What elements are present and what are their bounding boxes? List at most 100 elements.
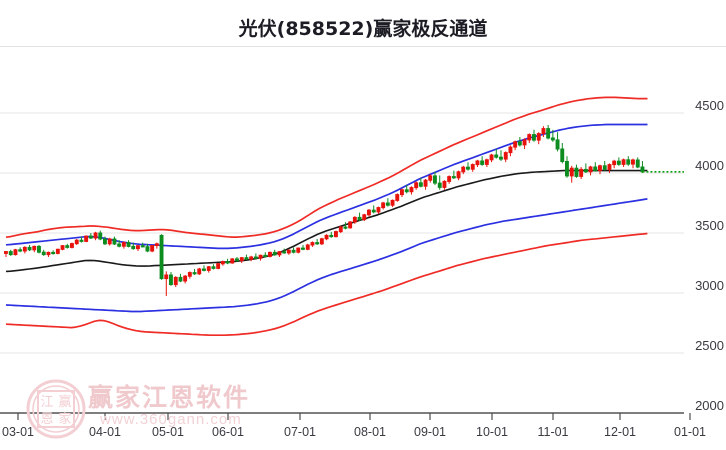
candle: [616, 160, 621, 165]
candle: [536, 133, 541, 141]
series-outer_lower_band: [5, 232, 648, 337]
x-axis-tick-label: 07-01: [284, 425, 316, 439]
candle: [428, 175, 433, 181]
x-axis-tick-label: 03-01: [2, 425, 34, 439]
candle: [381, 202, 386, 209]
candle: [560, 148, 565, 162]
candle: [187, 272, 192, 277]
candle: [352, 216, 357, 223]
candle: [348, 221, 353, 229]
candle: [145, 246, 150, 252]
candle: [98, 232, 103, 240]
candle: [480, 160, 485, 165]
candle: [310, 242, 315, 246]
candle: [211, 266, 216, 269]
x-axis-tick-label: 01-01: [674, 425, 706, 439]
candle: [315, 242, 320, 245]
y-axis-tick-label: 3500: [695, 218, 724, 233]
candle: [475, 160, 480, 166]
candle: [159, 234, 164, 280]
candle: [334, 231, 338, 238]
candle: [220, 261, 225, 265]
candle: [319, 238, 324, 245]
y-axis-tick-label: 2000: [695, 398, 724, 413]
candle: [367, 209, 371, 216]
candle: [489, 154, 494, 161]
candle: [291, 249, 296, 253]
x-axis-tick-label: 12-01: [604, 425, 636, 439]
candle: [253, 256, 258, 259]
candle: [178, 276, 183, 282]
candle: [197, 268, 202, 275]
candle: [239, 257, 244, 262]
title-bar: 光伏(858522)赢家极反通道: [0, 0, 726, 47]
candle: [527, 134, 532, 141]
candle: [37, 245, 41, 253]
candle: [183, 275, 188, 282]
candle: [272, 251, 277, 256]
candle: [305, 244, 310, 250]
candle: [263, 254, 268, 258]
candle: [461, 166, 466, 173]
candle: [88, 235, 93, 239]
candle: [202, 268, 206, 271]
x-axis-tick-label: 10-01: [476, 425, 508, 439]
candle: [27, 246, 32, 251]
candle: [173, 276, 178, 286]
candle: [626, 159, 631, 165]
candle: [235, 258, 239, 262]
candle: [390, 199, 395, 206]
axes: [0, 412, 691, 420]
candle: [442, 180, 447, 188]
candle: [583, 168, 588, 173]
candle: [357, 216, 362, 221]
candle: [286, 249, 291, 254]
candle: [164, 274, 169, 280]
candle: [13, 249, 18, 256]
candle: [631, 159, 635, 165]
candle: [635, 159, 640, 168]
candle: [230, 258, 235, 264]
candle: [607, 164, 612, 170]
candle: [126, 242, 131, 247]
candle: [451, 176, 456, 179]
y-axis-tick-label: 4500: [695, 98, 724, 113]
candle: [343, 226, 348, 229]
x-axis-tick-label: 04-01: [89, 425, 121, 439]
candle: [338, 226, 343, 233]
candle: [593, 166, 598, 172]
candle: [532, 134, 536, 141]
candle: [107, 238, 112, 245]
x-axis-tick-label: 08-01: [354, 425, 386, 439]
candle: [79, 239, 84, 242]
candle: [433, 175, 437, 184]
candle: [46, 251, 51, 256]
candle: [555, 139, 560, 150]
page-title: 光伏(858522)赢家极反通道: [238, 18, 488, 40]
candle: [131, 245, 136, 250]
candle: [4, 251, 8, 254]
candle: [41, 251, 46, 256]
candle: [117, 243, 122, 247]
candle: [55, 248, 60, 254]
candle: [385, 202, 390, 206]
candle: [296, 247, 301, 253]
candle: [8, 251, 13, 256]
candle: [400, 189, 404, 196]
candle: [206, 266, 211, 271]
candle: [362, 214, 367, 221]
candle: [470, 164, 475, 170]
candle: [503, 152, 508, 160]
candle: [60, 245, 65, 250]
candle: [395, 194, 400, 201]
candle: [103, 238, 107, 245]
candle: [277, 251, 282, 256]
candle: [51, 251, 56, 255]
candle: [437, 182, 442, 188]
candle: [598, 165, 602, 172]
candle: [225, 261, 230, 264]
candle: [499, 156, 503, 160]
x-axis-tick-label: 06-01: [212, 425, 244, 439]
candle: [404, 189, 409, 193]
